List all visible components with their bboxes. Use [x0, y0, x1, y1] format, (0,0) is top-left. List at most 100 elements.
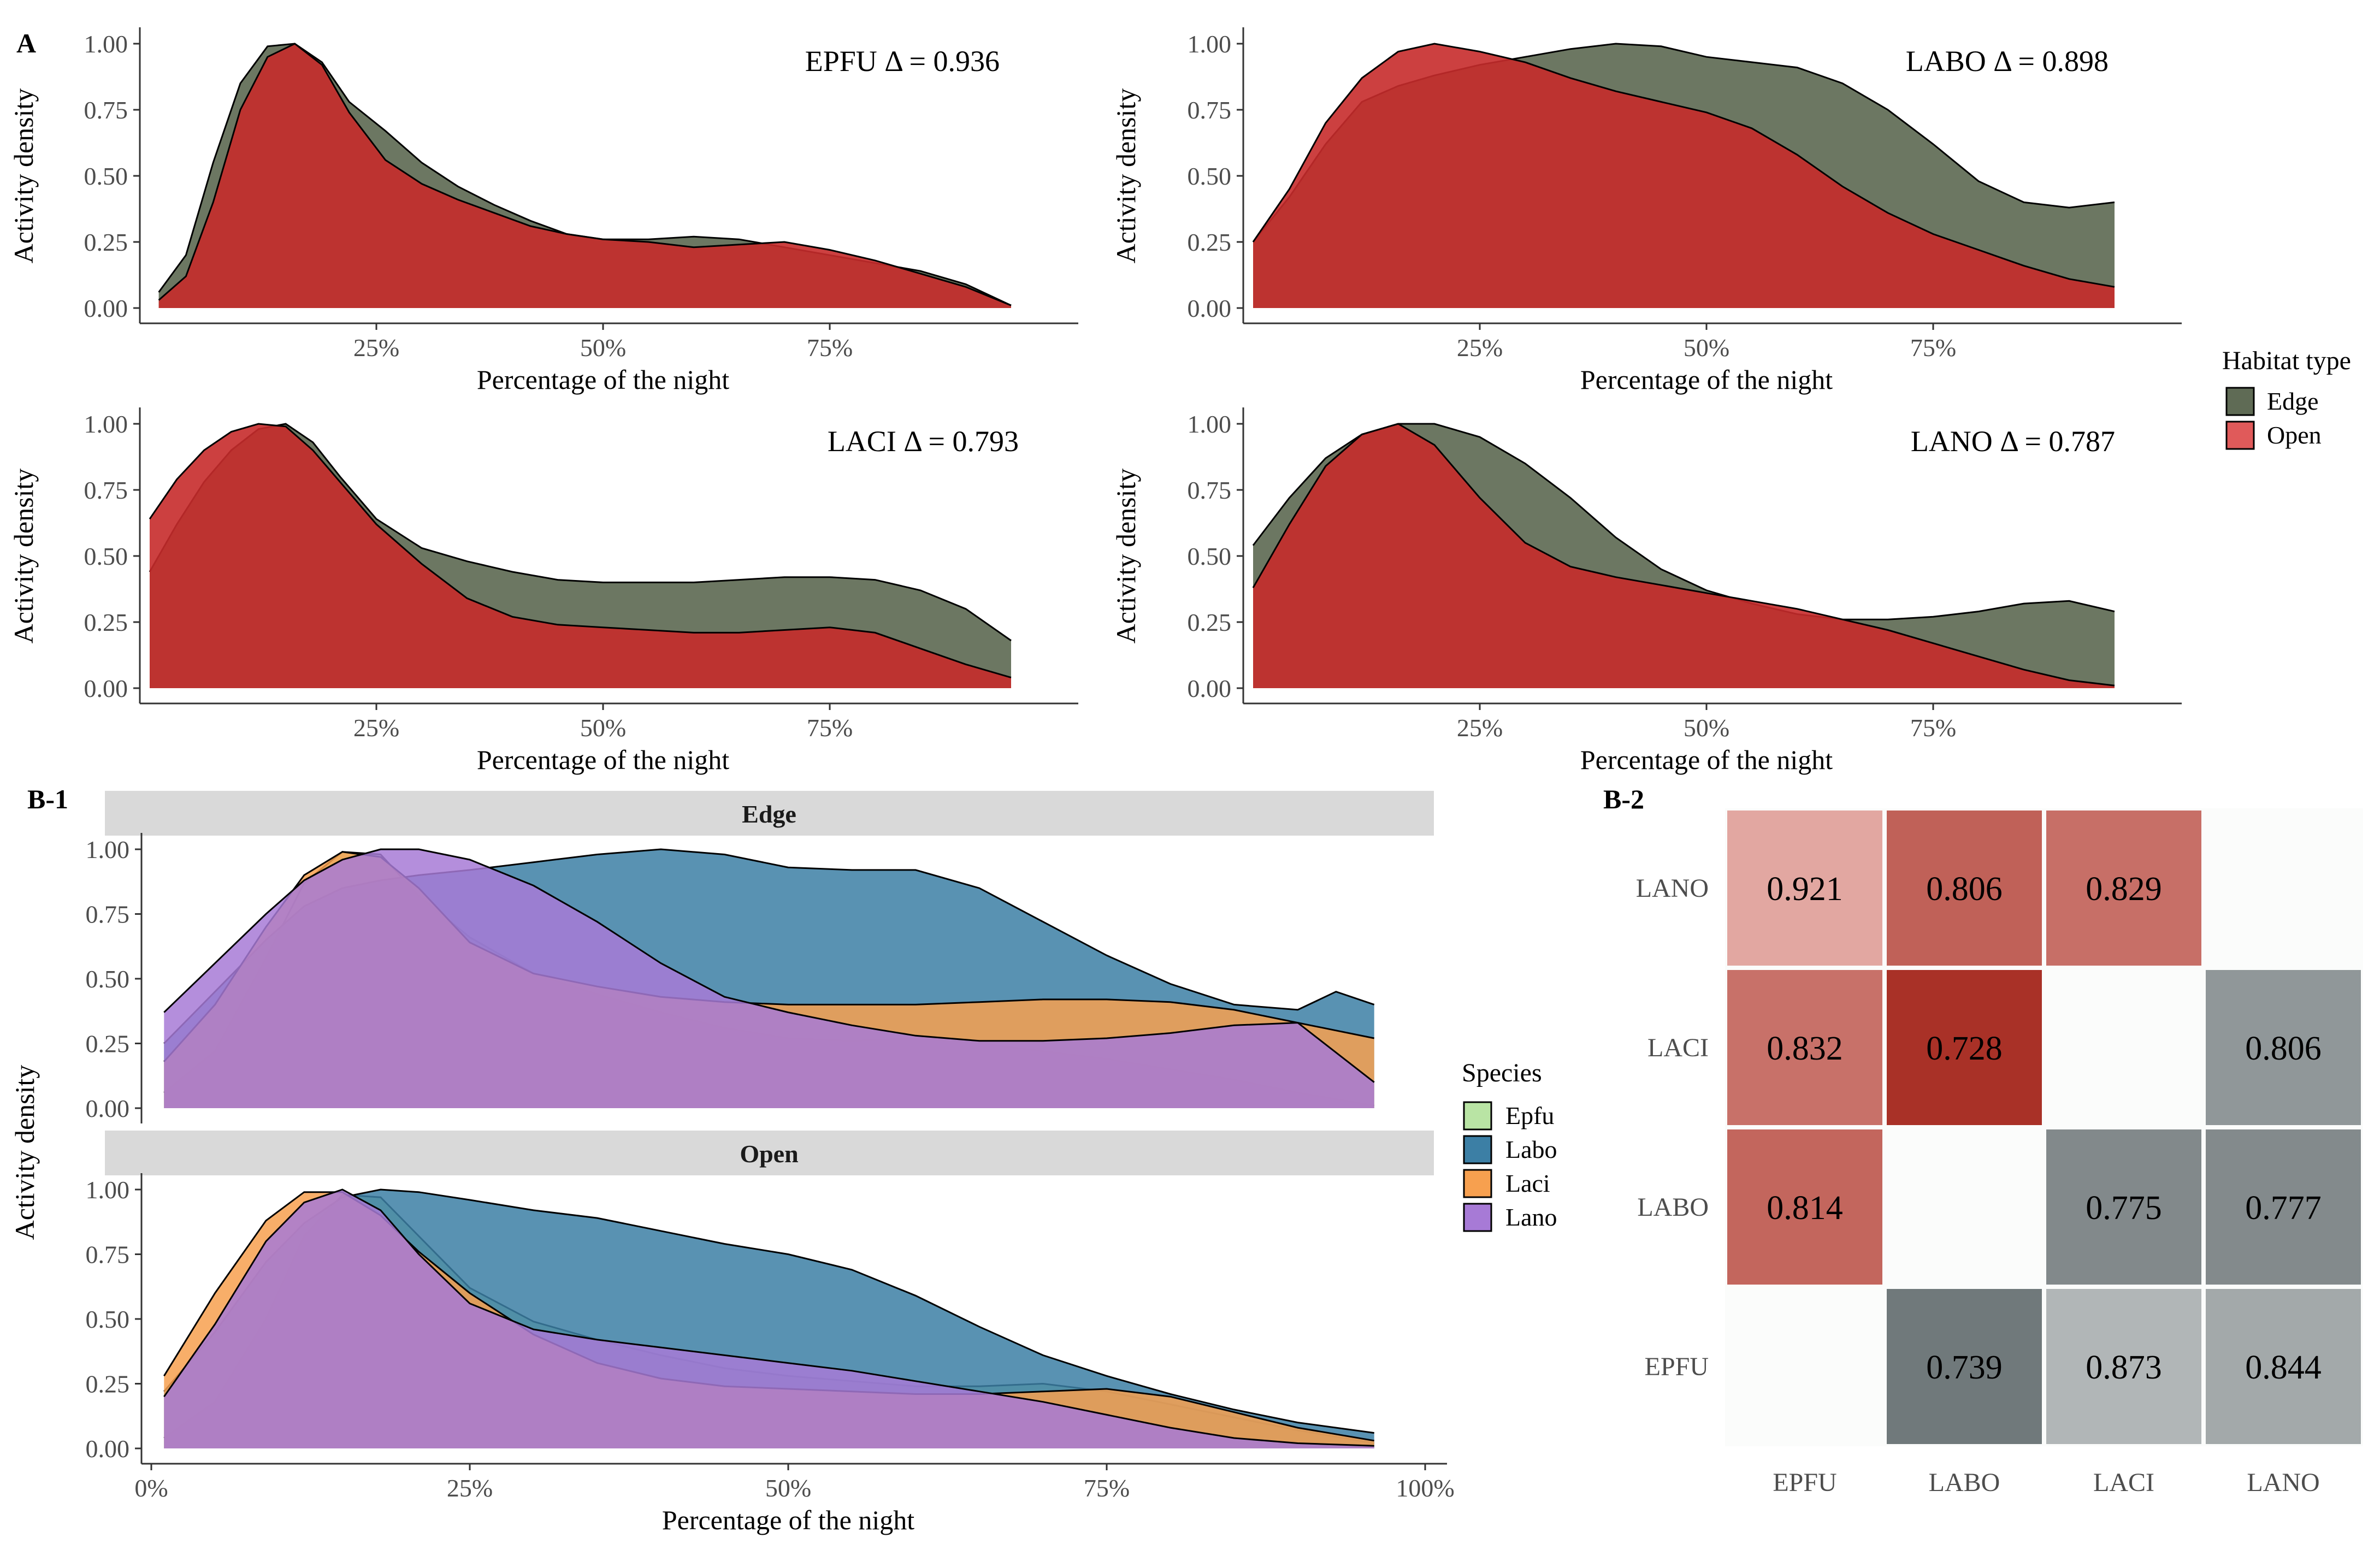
series-lano-outline — [163, 848, 1375, 1083]
legend-title: Species — [1462, 1058, 1542, 1087]
x-tick-label: 25% — [353, 714, 399, 742]
heatmap-y-label: EPFU — [1645, 1352, 1709, 1381]
facet-open: Open 0.00 0.25 0.50 0.75 1.00 0% 25% 50% 75% 100% P… — [86, 1131, 1455, 1535]
y-tick-label: 0.25 — [86, 1370, 130, 1398]
x-tick-label: 25% — [353, 334, 399, 362]
axes: 0.00 0.25 0.50 0.75 1.00 0% 25% 50% 75% 100% Perce… — [86, 1173, 1455, 1535]
heatmap-cell-value: 0.777 — [2245, 1190, 2322, 1227]
heatmap-y-label: LABO — [1637, 1193, 1709, 1222]
heatmap-cell-value: 0.806 — [2245, 1030, 2322, 1067]
heatmap-x-label: LANO — [2247, 1468, 2319, 1497]
heatmap-x-label: LACI — [2093, 1468, 2154, 1497]
x-tick-label: 50% — [580, 714, 626, 742]
y-tick-label: 0.50 — [84, 542, 128, 570]
heatmap-cell — [2206, 1129, 2361, 1285]
heatmap-cell-value: 0.844 — [2245, 1349, 2322, 1386]
series-open-area — [150, 424, 1011, 688]
y-tick-label: 0.50 — [1188, 162, 1232, 190]
legend-habitat: Habitat type Edge Open — [2222, 346, 2351, 450]
heatmap-cell-value: 0.921 — [1767, 871, 1843, 908]
heatmap-cell-value: 0.814 — [1767, 1190, 1843, 1227]
heatmap-cell-value: 0.829 — [2086, 871, 2162, 908]
heatmap-cell-value: 0.873 — [2086, 1349, 2162, 1386]
y-tick-label: 0.75 — [1188, 96, 1232, 124]
y-tick-label: 0.75 — [84, 476, 128, 504]
x-tick-label: 50% — [1684, 714, 1729, 742]
legend-swatch — [1463, 1135, 1492, 1164]
y-tick-label: 0.00 — [1188, 294, 1232, 322]
x-axis-title: Percentage of the night — [662, 1505, 914, 1535]
x-tick-label: 25% — [1457, 714, 1503, 742]
series-open-area — [1253, 424, 2115, 688]
y-tick-label: 0.75 — [84, 96, 128, 124]
plot-title: LACI Δ = 0.793 — [828, 425, 1019, 458]
density-plot-3: 0.00 0.25 0.50 0.75 1.00 25% 50% 75% Percentage … — [1111, 407, 2182, 775]
heatmap-cell-value: 0.728 — [1926, 1030, 2003, 1067]
heatmap-cell — [1887, 811, 2042, 966]
density-plot-1: 0.00 0.25 0.50 0.75 1.00 25% 50% 75% Percentage … — [1111, 27, 2182, 395]
y-tick-label: 1.00 — [84, 410, 128, 438]
series-open-area — [1253, 44, 2115, 308]
axes: 0.00 0.25 0.50 0.75 1.00 25% 50% 75% Percentage … — [84, 27, 1078, 395]
x-tick-label: 50% — [765, 1474, 811, 1502]
y-tick-label: 0.25 — [84, 608, 128, 636]
panel-label-b1: B-1 — [27, 784, 68, 814]
panel-a: 0.00 0.25 0.50 0.75 1.00 25% 50% 75% Percentage … — [8, 27, 2182, 775]
y-tick-label: 0.50 — [1188, 542, 1232, 570]
series-open-outline — [1252, 423, 2115, 687]
facet-strip — [105, 1131, 1434, 1175]
axes: 0.00 0.25 0.50 0.75 1.00 25% 50% 75% Percentage … — [1188, 27, 2182, 395]
series-lano-outline — [163, 1188, 1374, 1447]
series-open-outline — [1252, 43, 2115, 288]
legend-title: Habitat type — [2222, 346, 2351, 375]
x-tick-label: 25% — [447, 1474, 493, 1502]
x-tick-label: 25% — [1457, 334, 1503, 362]
axes: 0.00 0.25 0.50 0.75 1.00 25% 50% 75% Percentage … — [1188, 407, 2182, 775]
density-plot-2: 0.00 0.25 0.50 0.75 1.00 25% 50% 75% Percentage … — [8, 407, 1078, 775]
x-tick-label: 75% — [1084, 1474, 1130, 1502]
x-tick-label: 0% — [134, 1474, 168, 1502]
x-tick-label: 75% — [1910, 334, 1956, 362]
y-tick-label: 1.00 — [1188, 410, 1232, 438]
heatmap-x-label: LABO — [1929, 1468, 2000, 1497]
y-axis-title: Activity density — [9, 1065, 40, 1240]
y-tick-label: 0.25 — [1188, 228, 1232, 256]
heatmap-cell — [1887, 1289, 2042, 1444]
y-tick-label: 0.00 — [84, 675, 128, 702]
panel-b2: B-2 LANO LACI LABO EPFU EPFU LABO LACI LANO 0.921… — [1603, 784, 2363, 1497]
x-tick-label: 75% — [1910, 714, 1956, 742]
y-tick-label: 0.50 — [86, 965, 130, 993]
y-axis-title: Activity density — [8, 469, 39, 644]
y-tick-label: 0.25 — [86, 1030, 130, 1058]
x-axis-title: Percentage of the night — [1580, 364, 1833, 395]
x-axis-title: Percentage of the night — [477, 364, 729, 395]
legends: Habitat type Edge Open Species Epfu Labo Laci L… — [1462, 346, 2351, 1232]
panel-b1: B-1 Edge0.000.250.500.751.00Open0.000.250… — [9, 784, 1455, 1535]
y-tick-label: 0.25 — [84, 228, 128, 256]
y-tick-label: 0.00 — [86, 1095, 130, 1122]
x-tick-label: 75% — [807, 714, 853, 742]
y-tick-label: 0.75 — [1188, 476, 1232, 504]
axes: 0.00 0.25 0.50 0.75 1.00 — [86, 833, 143, 1123]
x-tick-label: 75% — [807, 334, 853, 362]
legend-swatch — [1463, 1169, 1492, 1198]
legend-label: Open — [2267, 421, 2322, 449]
legend-species: Species Epfu Labo Laci Lano — [1462, 1058, 1557, 1232]
panel-label-a: A — [16, 28, 36, 58]
heatmap-cell — [2206, 970, 2361, 1125]
legend-label: Labo — [1505, 1135, 1557, 1163]
heatmap-cell — [1727, 1129, 1882, 1285]
y-axis-title: Activity density — [1111, 469, 1141, 644]
series-lano-area — [164, 849, 1374, 1108]
x-tick-label: 50% — [580, 334, 626, 362]
plot-title: LANO Δ = 0.787 — [1911, 425, 2115, 458]
facet-edge: Edge 0.00 0.25 0.50 0.75 1.00 — [86, 791, 1434, 1123]
series-open-area — [158, 44, 1012, 308]
legend-label: Lano — [1505, 1203, 1557, 1231]
heatmap-cell-value: 0.775 — [2086, 1190, 2162, 1227]
legend-swatch — [2225, 387, 2255, 416]
y-tick-label: 0.50 — [86, 1305, 130, 1333]
y-axis-title: Activity density — [8, 88, 39, 264]
y-tick-label: 0.00 — [86, 1435, 130, 1463]
